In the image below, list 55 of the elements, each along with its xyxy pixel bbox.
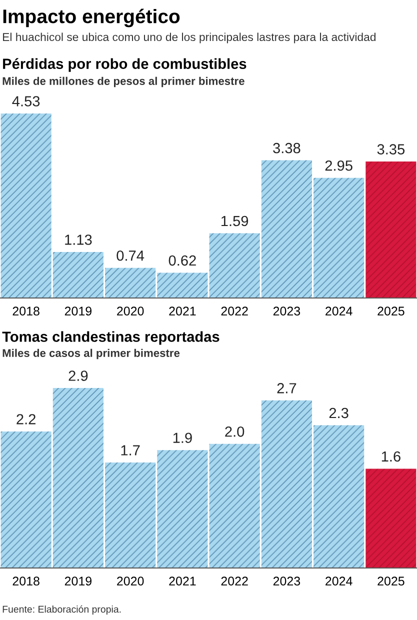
chart-title: Tomas clandestinas reportadas bbox=[2, 331, 220, 345]
x-tick-label: 2021 bbox=[169, 306, 196, 316]
x-tick-label: 2018 bbox=[12, 576, 40, 586]
bar bbox=[157, 272, 208, 298]
bar bbox=[105, 462, 156, 568]
data-label: 3.38 bbox=[273, 142, 300, 154]
source-note: Fuente: Elaboración propia. bbox=[2, 605, 121, 615]
bar bbox=[105, 268, 156, 298]
bar bbox=[314, 178, 364, 298]
data-label: 2.2 bbox=[16, 414, 36, 424]
bar bbox=[314, 425, 364, 568]
data-label: 1.7 bbox=[121, 445, 140, 456]
chart-title: Pérdidas por robo de combustibles bbox=[3, 58, 246, 72]
x-tick-label: 2022 bbox=[221, 306, 248, 316]
data-label: 2.95 bbox=[325, 160, 352, 171]
bar bbox=[0, 431, 52, 568]
chart-subtitle: Miles de casos al primer bimestre bbox=[2, 348, 180, 360]
x-tick-label: 2023 bbox=[273, 306, 300, 316]
bar bbox=[366, 468, 416, 568]
bar bbox=[157, 450, 208, 568]
bar bbox=[52, 388, 104, 568]
x-tick-label: 2024 bbox=[326, 306, 352, 316]
x-tick-label: 2020 bbox=[117, 576, 144, 586]
text: Impacto energético bbox=[3, 8, 180, 28]
bar bbox=[52, 252, 104, 298]
text: El huachicol se ubica como uno de los principales lastres para la actividad bbox=[3, 32, 376, 44]
bar bbox=[261, 160, 312, 298]
x-tick-label: 2019 bbox=[64, 306, 92, 316]
x-tick-label: 2025 bbox=[378, 306, 404, 316]
x-tick-label: 2020 bbox=[117, 306, 144, 316]
data-label: 1.6 bbox=[382, 451, 400, 462]
data-label: 2.0 bbox=[225, 426, 244, 437]
bar bbox=[0, 113, 52, 298]
x-tick-label: 2022 bbox=[221, 576, 248, 586]
data-label: 1.9 bbox=[173, 432, 192, 444]
x-tick-label: 2024 bbox=[326, 576, 352, 586]
data-label: 2.7 bbox=[277, 383, 296, 394]
x-tick-label: 2025 bbox=[378, 576, 404, 586]
bar bbox=[209, 444, 260, 568]
data-label: 2.3 bbox=[329, 408, 348, 418]
data-label: 0.74 bbox=[116, 250, 144, 261]
data-label: 1.13 bbox=[65, 234, 92, 245]
bar bbox=[209, 233, 260, 298]
x-tick-label: 2021 bbox=[169, 576, 196, 586]
data-label: 3.35 bbox=[377, 144, 405, 154]
x-tick-label: 2023 bbox=[273, 576, 300, 586]
x-tick-label: 2019 bbox=[64, 576, 92, 586]
bar bbox=[366, 162, 416, 298]
x-tick-label: 2018 bbox=[12, 306, 40, 316]
data-label: 0.62 bbox=[168, 255, 196, 266]
data-label: 4.53 bbox=[12, 96, 40, 106]
chart-subtitle: Miles de millones de pesos al primer bimestre bbox=[2, 76, 244, 88]
bar bbox=[261, 400, 312, 568]
data-label: 1.59 bbox=[221, 216, 248, 226]
data-label: 2.9 bbox=[68, 370, 88, 381]
